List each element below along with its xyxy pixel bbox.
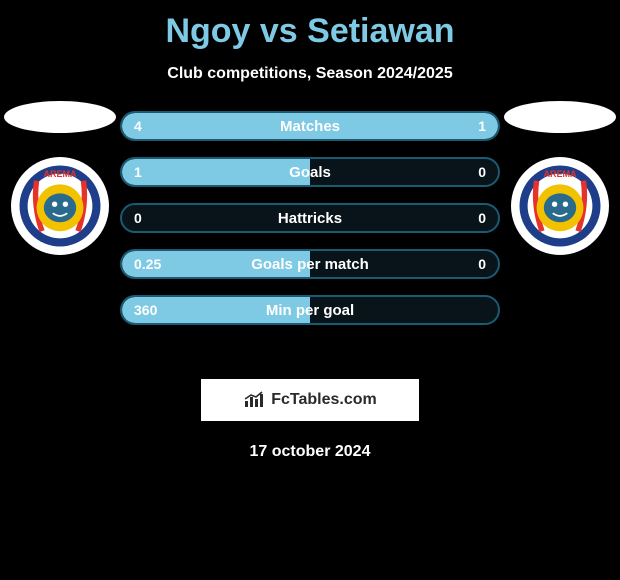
stat-row: 0.250Goals per match [120, 249, 500, 279]
subtitle: Club competitions, Season 2024/2025 [0, 65, 620, 83]
player-left-column: AREMA 11 AGUSTUS 1987 [0, 101, 120, 255]
stats-container: 41Matches 10Goals 00Hattricks 0.250Goals pe… [120, 111, 500, 325]
date-label: 17 october 2024 [0, 443, 620, 461]
comparison-area: AREMA 11 AGUSTUS 1987 AREMA 11 AGUSTUS 1… [0, 111, 620, 371]
stat-label: Hattricks [122, 205, 498, 231]
club-badge-left: AREMA 11 AGUSTUS 1987 [11, 157, 109, 255]
bar-chart-icon [243, 391, 265, 409]
stat-row: 41Matches [120, 111, 500, 141]
stat-label: Goals [122, 159, 498, 185]
svg-text:11 AGUSTUS 1987: 11 AGUSTUS 1987 [40, 238, 80, 243]
player-left-avatar-placeholder [4, 101, 116, 133]
stat-label: Matches [122, 113, 498, 139]
club-crest-icon: AREMA 11 AGUSTUS 1987 [15, 161, 105, 251]
stat-label: Min per goal [122, 297, 498, 323]
stat-label: Goals per match [122, 251, 498, 277]
stat-row: 10Goals [120, 157, 500, 187]
stat-row: 00Hattricks [120, 203, 500, 233]
svg-text:AREMA: AREMA [44, 169, 77, 179]
player-right-column: AREMA 11 AGUSTUS 1987 [500, 101, 620, 255]
brand-watermark: FcTables.com [201, 379, 419, 421]
club-badge-right: AREMA 11 AGUSTUS 1987 [511, 157, 609, 255]
page-title: Ngoy vs Setiawan [0, 0, 620, 51]
brand-label: FcTables.com [271, 391, 377, 409]
svg-text:AREMA: AREMA [544, 169, 577, 179]
svg-text:11 AGUSTUS 1987: 11 AGUSTUS 1987 [540, 238, 580, 243]
player-right-avatar-placeholder [504, 101, 616, 133]
stat-row: 360Min per goal [120, 295, 500, 325]
club-crest-icon: AREMA 11 AGUSTUS 1987 [515, 161, 605, 251]
